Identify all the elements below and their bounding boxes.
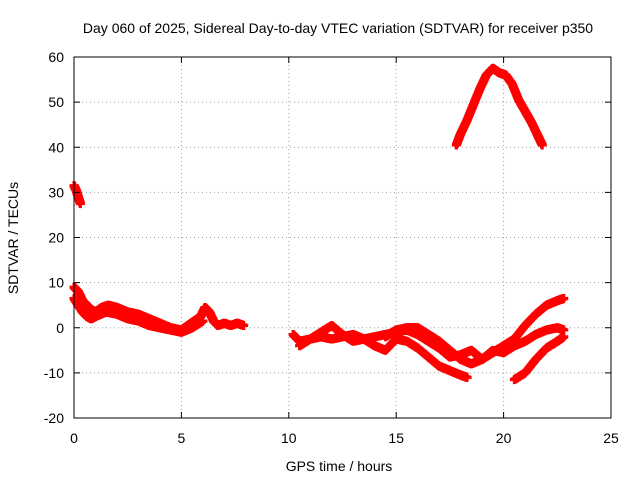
x-tick-label: 25: [603, 430, 619, 446]
series-track-c: [69, 293, 208, 337]
x-tick-label: 0: [70, 430, 78, 446]
y-tick-label: 40: [48, 139, 64, 155]
y-tick-label: 50: [48, 94, 64, 110]
data-point: [239, 320, 249, 330]
data-points: [69, 63, 569, 385]
x-tick-label: 10: [281, 430, 297, 446]
chart-title: Day 060 of 2025, Sidereal Day-to-day VTE…: [83, 20, 593, 36]
series-track-g: [509, 332, 569, 385]
y-tick-label: -20: [44, 410, 64, 426]
x-tick-label: 20: [496, 430, 512, 446]
y-tick-label: 10: [48, 275, 64, 291]
series-track-f: [380, 323, 569, 369]
y-tick-label: 20: [48, 230, 64, 246]
data-point: [537, 140, 547, 150]
y-tick-label: -10: [44, 365, 64, 381]
data-point: [462, 372, 472, 382]
data-point: [559, 332, 569, 342]
x-axis-label: GPS time / hours: [286, 458, 393, 474]
axis-ticks: 0 5 10 15 20 25 -20 -10 0 10 20 30 40 50 60: [44, 49, 619, 446]
series-track-a: [69, 181, 85, 209]
x-tick-label: 15: [388, 430, 404, 446]
data-point: [75, 199, 85, 209]
y-tick-label: 0: [56, 320, 64, 336]
series-track-h: [451, 63, 547, 150]
y-tick-label: 30: [48, 184, 64, 200]
x-tick-label: 5: [178, 430, 186, 446]
series-track-e: [295, 320, 472, 382]
y-tick-label: 60: [48, 49, 64, 65]
grid-lines: [74, 57, 611, 418]
data-point: [198, 316, 208, 326]
y-axis-label: SDTVAR / TECUs: [5, 182, 21, 294]
data-point: [559, 325, 569, 335]
data-point: [559, 293, 569, 303]
